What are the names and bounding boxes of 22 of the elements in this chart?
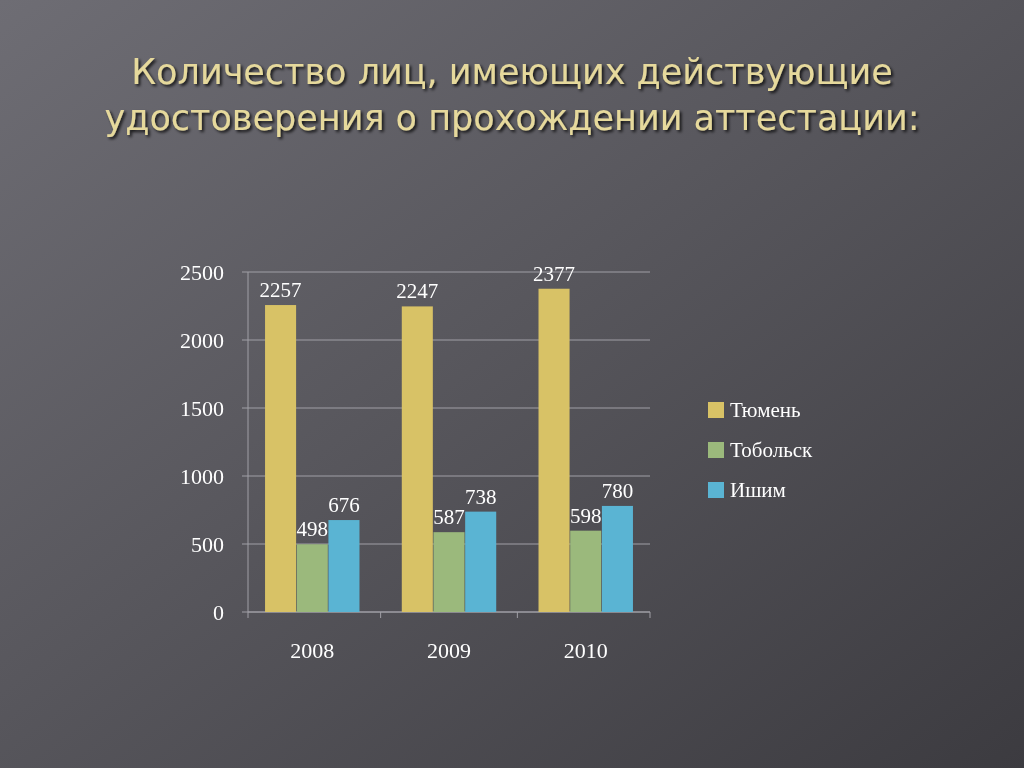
data-label: 2247 (396, 279, 439, 304)
x-tick-label: 2008 (290, 638, 335, 663)
data-label: 738 (464, 484, 497, 509)
y-tick-label: 1000 (180, 463, 224, 489)
data-label: 587 (433, 505, 465, 530)
data-label: 780 (601, 478, 634, 503)
y-tick-label: 0 (213, 599, 224, 625)
data-label: 598 (569, 503, 602, 528)
data-label: 676 (328, 493, 360, 518)
legend-label: Ишим (730, 478, 786, 503)
legend-label: Тюмень (730, 398, 801, 423)
data-label: 2377 (533, 261, 576, 286)
x-tick-label: 2010 (563, 638, 608, 663)
x-tick-label: 2009 (427, 638, 471, 663)
y-tick-label: 1500 (180, 395, 224, 421)
y-tick-label: 2500 (180, 259, 224, 285)
y-tick-label: 500 (191, 531, 224, 557)
legend-label: Тобольск (730, 438, 814, 463)
chart-title: Количество лиц, имеющих действующие удостоверения о прохождении аттестации: (104, 52, 920, 138)
data-label: 498 (296, 517, 329, 542)
y-tick-label: 2000 (180, 327, 224, 353)
data-label: 2257 (259, 278, 302, 303)
